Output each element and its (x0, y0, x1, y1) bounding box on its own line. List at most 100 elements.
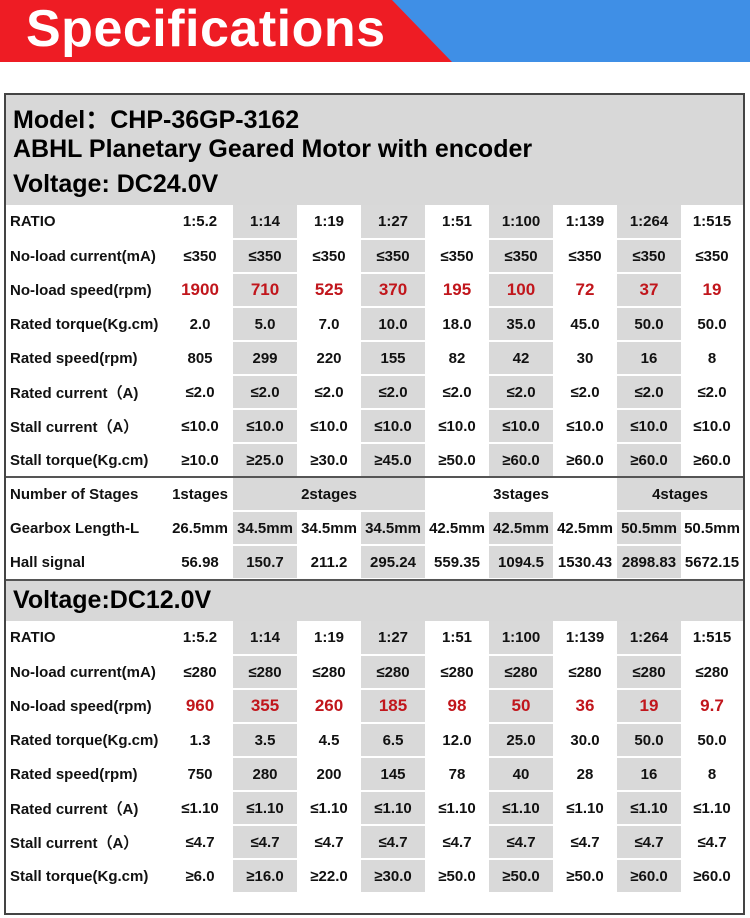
value-cell: 1.3 (167, 723, 233, 758)
value-cell: 16 (617, 757, 681, 792)
value-cell: 220 (297, 341, 361, 376)
value-cell: 8 (681, 341, 743, 376)
value-cell: 30.0 (553, 723, 617, 758)
value-cell: ≥22.0 (297, 859, 361, 894)
value-cell: ≤2.0 (553, 375, 617, 410)
value-cell: 5672.15 (681, 545, 743, 580)
value-cell: ≤1.10 (425, 791, 489, 826)
banner-title: Specifications (26, 0, 386, 58)
value-cell: ≤350 (167, 239, 233, 274)
value-cell: ≤4.7 (233, 825, 297, 860)
value-cell: 34.5mm (297, 511, 361, 546)
row-label: Rated current（A) (6, 791, 167, 826)
value-cell: ≤350 (425, 239, 489, 274)
value-cell: 1900 (167, 273, 233, 308)
no-load-speed-rpm-row: No-load speed(rpm) 1900 710 525 370 195 100 72 3… (6, 273, 743, 308)
value-cell: ≤280 (361, 655, 425, 690)
stage-group-cell: 4stages (617, 478, 743, 512)
stall-current-a-row: Stall current（A） ≤10.0 ≤10.0 ≤10.0 ≤10.0 ≤10.… (6, 409, 743, 444)
value-cell: ≤4.7 (553, 825, 617, 860)
product-line: ABHL Planetary Geared Motor with encoder (13, 135, 533, 163)
value-cell: ≤1.10 (617, 791, 681, 826)
value-cell: 1:100 (489, 621, 553, 656)
value-cell: 2.0 (167, 307, 233, 342)
value-cell: 1:51 (425, 621, 489, 656)
value-cell: 16 (617, 341, 681, 376)
value-cell: ≤10.0 (681, 409, 743, 444)
value-cell: 1530.43 (553, 545, 617, 580)
value-cell: 370 (361, 273, 425, 308)
value-cell: ≥60.0 (681, 443, 743, 478)
banner-red-band (0, 0, 452, 62)
value-cell: ≤2.0 (361, 375, 425, 410)
gearbox-length-row: Gearbox Length-L 26.5mm 34.5mm 34.5mm 34.5mm… (6, 511, 743, 546)
value-cell: 12.0 (425, 723, 489, 758)
value-cell: ≤280 (553, 655, 617, 690)
value-cell: 750 (167, 757, 233, 792)
row-label: No-load current(mA) (6, 239, 167, 274)
row-label: No-load speed(rpm) (6, 689, 167, 724)
value-cell: ≤4.7 (425, 825, 489, 860)
row-label: Rated torque(Kg.cm) (6, 307, 167, 342)
row-label: Stall torque(Kg.cm) (6, 443, 167, 478)
divider (6, 579, 743, 581)
value-cell: 145 (361, 757, 425, 792)
value-cell: ≤350 (361, 239, 425, 274)
specification-sheet: Model：CHP-36GP-3162 ABHL Planetary Geare… (4, 93, 745, 915)
value-cell: 18.0 (425, 307, 489, 342)
value-cell: ≤10.0 (233, 409, 297, 444)
value-cell: ≤10.0 (297, 409, 361, 444)
value-cell: 36 (553, 689, 617, 724)
value-cell: 34.5mm (233, 511, 297, 546)
value-cell: ≤2.0 (681, 375, 743, 410)
value-cell: 1:100 (489, 205, 553, 240)
value-cell: 1:19 (297, 621, 361, 656)
ratio-row: RATIO 1:5.2 1:14 1:19 1:27 1:51 1:100 1:139 1:26… (6, 621, 743, 656)
value-cell: ≥60.0 (617, 859, 681, 894)
value-cell: 50 (489, 689, 553, 724)
rated-current-a-row: Rated current（A) ≤1.10 ≤1.10 ≤1.10 ≤1.10 ≤1.1… (6, 791, 743, 826)
value-cell: 960 (167, 689, 233, 724)
number-of-stages-row: Number of Stages 1stages 2stages 3stages 4st… (6, 478, 743, 512)
voltage-12v-line: Voltage:DC12.0V (13, 586, 212, 614)
value-cell: ≥60.0 (681, 859, 743, 894)
header-block-24v: Model：CHP-36GP-3162 ABHL Planetary Geare… (6, 95, 743, 207)
row-label: Rated torque(Kg.cm) (6, 723, 167, 758)
value-cell: ≤2.0 (489, 375, 553, 410)
value-cell: 8 (681, 757, 743, 792)
value-cell: ≥16.0 (233, 859, 297, 894)
value-cell: ≥25.0 (233, 443, 297, 478)
value-cell: ≤280 (681, 655, 743, 690)
value-cell: ≤280 (617, 655, 681, 690)
spec-table-24v: RATIO 1:5.2 1:14 1:19 1:27 1:51 1:100 1:139 1:26… (6, 205, 743, 478)
spec-table-12v: RATIO 1:5.2 1:14 1:19 1:27 1:51 1:100 1:139 1:26… (6, 621, 743, 894)
value-cell: ≤4.7 (489, 825, 553, 860)
value-cell: 1:14 (233, 205, 297, 240)
rated-speed-rpm-row: Rated speed(rpm) 805 299 220 155 82 42 30 16 8 (6, 341, 743, 376)
value-cell: ≤4.7 (681, 825, 743, 860)
row-label: Stall current（A） (6, 409, 167, 444)
value-cell: ≤2.0 (167, 375, 233, 410)
header-block-12v: Voltage:DC12.0V (6, 581, 743, 621)
value-cell: ≤2.0 (425, 375, 489, 410)
value-cell: ≥10.0 (167, 443, 233, 478)
value-cell: 1094.5 (489, 545, 553, 580)
value-cell: 155 (361, 341, 425, 376)
value-cell: ≤4.7 (297, 825, 361, 860)
value-cell: 42.5mm (489, 511, 553, 546)
value-cell: 710 (233, 273, 297, 308)
value-cell: 559.35 (425, 545, 489, 580)
value-cell: 1:19 (297, 205, 361, 240)
value-cell: ≤1.10 (297, 791, 361, 826)
value-cell: ≤280 (297, 655, 361, 690)
specifications-banner: Specifications (0, 0, 750, 62)
value-cell: 42.5mm (425, 511, 489, 546)
value-cell: 805 (167, 341, 233, 376)
value-cell: 25.0 (489, 723, 553, 758)
value-cell: 6.5 (361, 723, 425, 758)
rated-speed-rpm-row: Rated speed(rpm) 750 280 200 145 78 40 28 16 8 (6, 757, 743, 792)
voltage-24v-line: Voltage: DC24.0V (13, 170, 219, 198)
value-cell: ≤350 (553, 239, 617, 274)
value-cell: ≤10.0 (553, 409, 617, 444)
value-cell: 50.0 (681, 723, 743, 758)
